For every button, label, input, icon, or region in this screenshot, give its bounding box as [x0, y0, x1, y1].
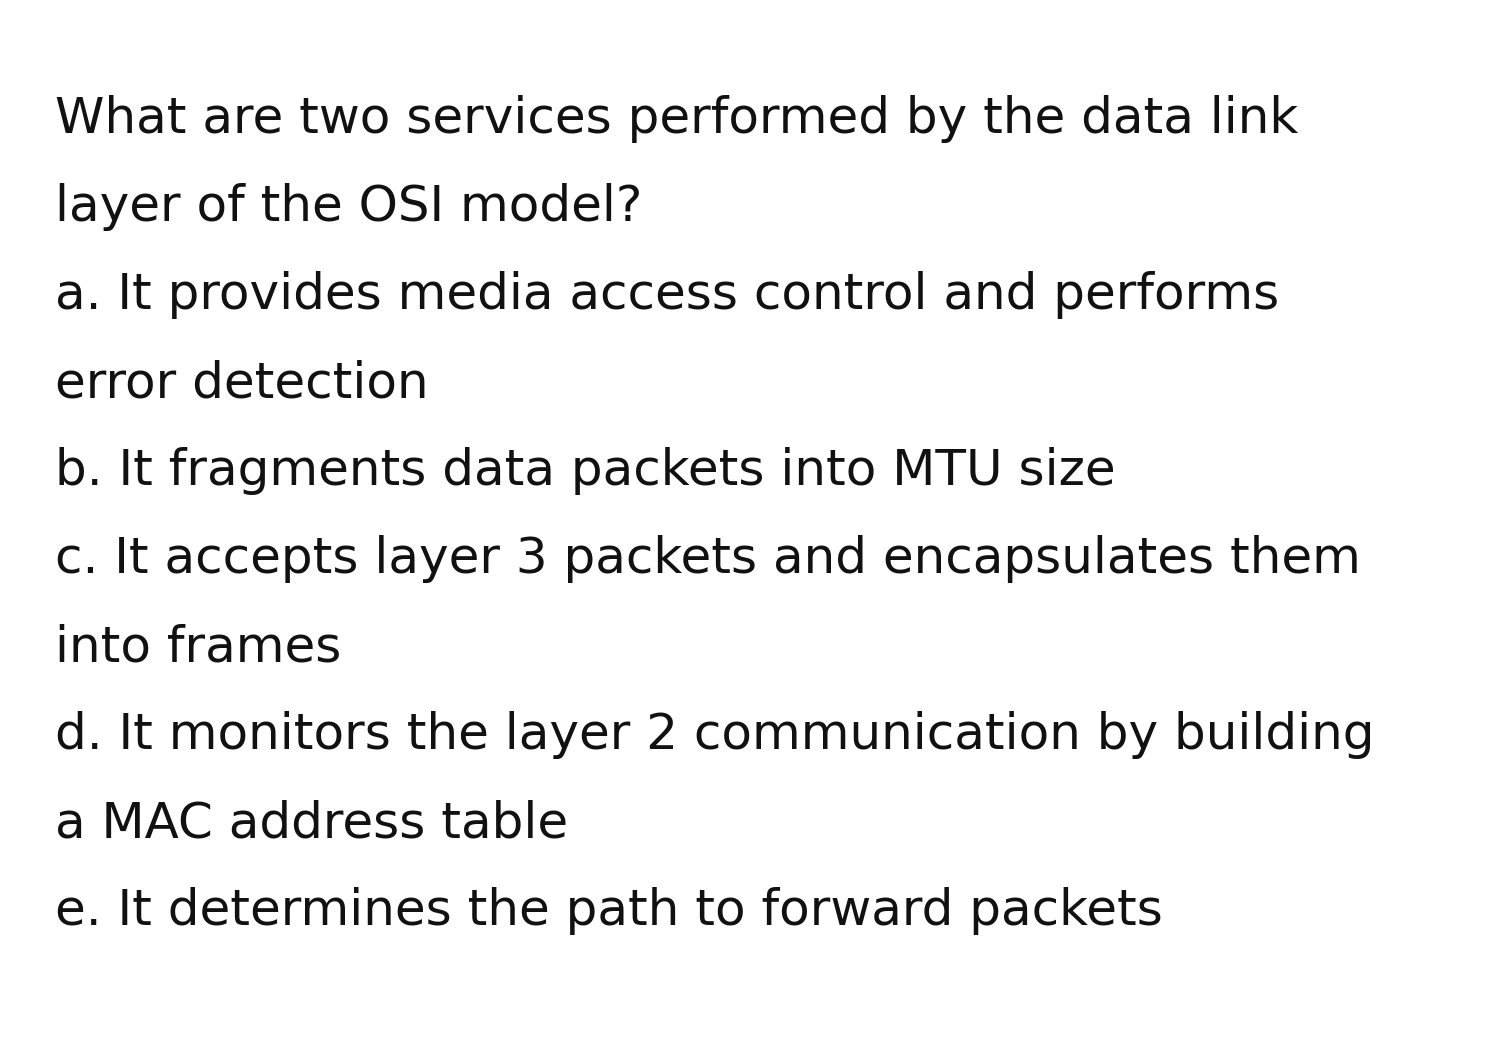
- Text: d. It monitors the layer 2 communication by building: d. It monitors the layer 2 communication…: [56, 711, 1374, 759]
- Text: a. It provides media access control and performs: a. It provides media access control and …: [56, 271, 1280, 319]
- Text: c. It accepts layer 3 packets and encapsulates them: c. It accepts layer 3 packets and encaps…: [56, 535, 1360, 583]
- Text: error detection: error detection: [56, 359, 429, 407]
- Text: b. It fragments data packets into MTU size: b. It fragments data packets into MTU si…: [56, 447, 1116, 495]
- Text: a MAC address table: a MAC address table: [56, 799, 568, 847]
- Text: into frames: into frames: [56, 623, 342, 671]
- Text: What are two services performed by the data link: What are two services performed by the d…: [56, 95, 1298, 142]
- Text: layer of the OSI model?: layer of the OSI model?: [56, 183, 642, 231]
- Text: e. It determines the path to forward packets: e. It determines the path to forward pac…: [56, 887, 1162, 935]
